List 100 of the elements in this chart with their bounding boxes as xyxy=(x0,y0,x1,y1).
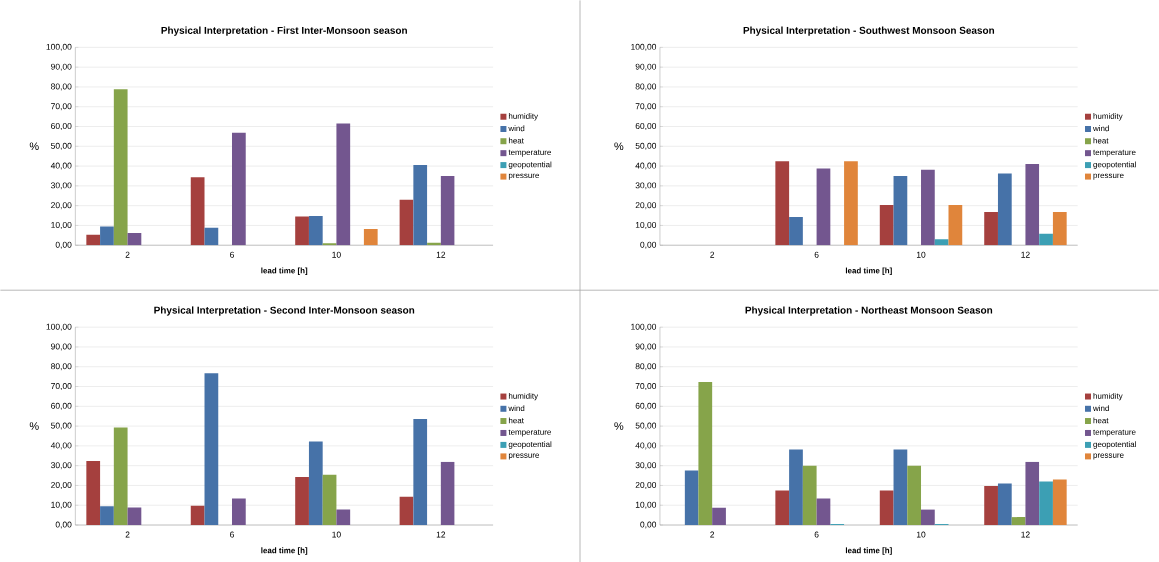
y-tick-label: 80,00 xyxy=(51,363,72,371)
bar xyxy=(879,490,894,525)
y-tick-label: 60,00 xyxy=(635,402,657,410)
bar xyxy=(997,483,1012,525)
y-tick-label: 10,00 xyxy=(635,501,657,509)
bar xyxy=(336,123,351,246)
bar xyxy=(698,381,713,525)
y-tick-label: 30,00 xyxy=(50,461,72,469)
x-tick-label: 12 xyxy=(436,251,446,258)
y-tick-label: 100,00 xyxy=(631,43,657,51)
bar xyxy=(232,132,246,246)
bar xyxy=(907,465,922,525)
x-tick-label: 6 xyxy=(814,251,819,258)
y-tick-label: 50,00 xyxy=(51,422,72,430)
x-tick-label: 12 xyxy=(1021,531,1030,538)
bar xyxy=(684,470,699,525)
y-tick-label: 20,00 xyxy=(635,201,657,209)
chart-title: Physical Interpretation - Northeast Monsoon Season xyxy=(745,306,993,316)
y-tick-label: 0,00 xyxy=(55,521,72,529)
x-tick-label: 2 xyxy=(710,531,715,538)
x-tick-label: 10 xyxy=(332,531,341,538)
x-tick-label: 6 xyxy=(230,251,234,258)
x-tick-label: 12 xyxy=(436,531,446,538)
y-tick-label: 40,00 xyxy=(635,442,657,450)
bar xyxy=(336,509,351,525)
bar xyxy=(100,506,114,525)
bar xyxy=(363,228,378,246)
y-tick-label: 0,00 xyxy=(640,241,657,249)
bar xyxy=(440,175,455,246)
y-tick-label: 30,00 xyxy=(635,461,657,469)
bar xyxy=(775,160,790,246)
y-tick-label: 100,00 xyxy=(631,323,657,331)
y-tick-label: 20,00 xyxy=(51,201,72,209)
x-tick-label: 2 xyxy=(125,251,130,258)
y-tick-label: 60,00 xyxy=(51,402,72,410)
y-tick-label: 40,00 xyxy=(50,442,72,450)
bar xyxy=(113,89,128,246)
y-tick-label: 50,00 xyxy=(635,422,657,430)
y-axis-title: % xyxy=(614,422,624,430)
bar xyxy=(399,199,414,246)
bar xyxy=(893,449,908,525)
y-axis-title: % xyxy=(29,142,39,150)
y-tick-label: 60,00 xyxy=(635,122,657,130)
bar xyxy=(921,509,935,525)
y-tick-label: 40,00 xyxy=(50,162,72,170)
y-tick-label: 50,00 xyxy=(51,142,72,150)
bar xyxy=(1011,516,1026,525)
bar xyxy=(86,460,101,525)
bar xyxy=(113,427,128,525)
x-tick-label: 2 xyxy=(710,251,715,258)
bar xyxy=(816,168,831,246)
bar xyxy=(1052,211,1067,246)
y-tick-label: 90,00 xyxy=(635,63,657,71)
bar xyxy=(1039,481,1053,525)
bar xyxy=(1025,163,1040,246)
y-tick-label: 20,00 xyxy=(635,481,657,489)
bar xyxy=(413,164,428,246)
chart-title: Physical Interpretation - First Inter-Monsoon season xyxy=(161,26,407,36)
bar xyxy=(879,204,894,246)
x-tick-label: 6 xyxy=(814,531,819,538)
bar xyxy=(127,507,142,525)
bar xyxy=(295,476,309,525)
bar xyxy=(322,474,337,525)
bar xyxy=(789,216,803,246)
y-tick-label: 0,00 xyxy=(55,241,72,249)
bar xyxy=(789,449,803,525)
bar xyxy=(204,227,219,246)
y-tick-label: 0,00 xyxy=(640,521,657,529)
y-axis-title: % xyxy=(29,422,39,430)
y-tick-label: 90,00 xyxy=(51,343,72,351)
bar xyxy=(190,505,205,525)
bar xyxy=(440,461,455,525)
x-tick-label: 10 xyxy=(916,251,926,258)
y-axis-title: % xyxy=(614,142,624,150)
bar xyxy=(127,232,142,246)
y-tick-label: 50,00 xyxy=(635,142,657,150)
chart-title: Physical Interpretation - Southwest Monsoon Season xyxy=(743,26,995,36)
chart-title: Physical Interpretation - Second Inter-Monsoon season xyxy=(154,306,415,316)
bar xyxy=(934,239,949,246)
y-tick-label: 70,00 xyxy=(51,382,72,390)
x-tick-label: 10 xyxy=(332,251,341,258)
bar xyxy=(232,498,246,525)
y-tick-label: 10,00 xyxy=(51,221,72,229)
y-tick-label: 100,00 xyxy=(46,43,72,51)
bar xyxy=(893,175,908,246)
bar xyxy=(100,226,114,246)
bar xyxy=(295,216,309,246)
bar xyxy=(775,490,790,525)
y-tick-label: 90,00 xyxy=(635,343,657,351)
y-tick-label: 60,00 xyxy=(51,122,72,130)
bar xyxy=(816,498,831,525)
bar xyxy=(997,173,1012,246)
bar xyxy=(802,465,817,525)
bar xyxy=(86,234,101,246)
y-tick-label: 80,00 xyxy=(51,83,72,91)
bar xyxy=(413,418,428,525)
bar xyxy=(399,496,414,525)
bar xyxy=(204,373,219,525)
x-tick-label: 2 xyxy=(125,531,130,538)
bar xyxy=(712,507,726,525)
